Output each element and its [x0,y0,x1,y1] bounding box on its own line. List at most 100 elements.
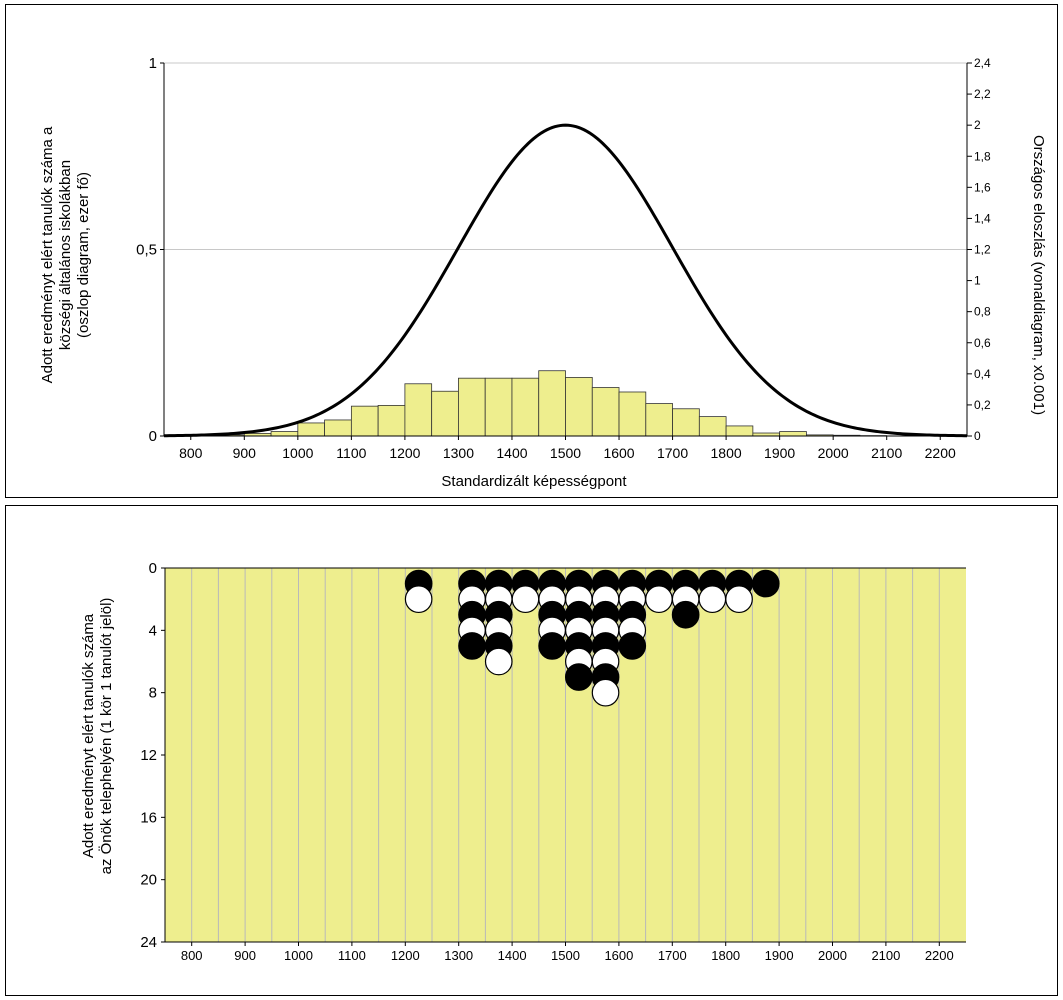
x-tick-label: 2000 [818,948,847,963]
histogram-bar [431,390,459,437]
x-tick-label: 1500 [551,948,580,963]
x-tick-label: 1500 [550,445,581,461]
histogram-bar [377,405,406,437]
x-tick-label: 1600 [603,445,634,461]
axes-layer: 0 4 8 12 16 20 24 800 900 1000 1100 1200 1300 1400 150… [140,560,966,963]
x-tick-label: 1300 [443,445,474,461]
x-tick-label: 1700 [658,948,687,963]
y-axis-label-line-1: Adott eredményt elért tanulók száma [80,613,97,858]
histogram-bar [297,422,326,437]
student-dot [591,678,620,707]
y2-tick-label: 0,6 [974,336,991,350]
y-axis-label-line-2: az Önök telephelyén (1 kör 1 tanulót jel… [97,598,115,875]
x-tick-label: 1200 [389,445,420,461]
student-dot [671,600,700,629]
x-tick-label: 900 [234,948,256,963]
y2-tick-label: 1,6 [974,180,991,194]
x-tick-label: 2100 [871,445,902,461]
student-dot [404,585,433,614]
histogram-bar [484,377,513,437]
x-tick-label: 1000 [282,445,313,461]
student-dot [618,632,647,660]
x-tick-label: 800 [181,948,203,963]
x-tick-label: 1900 [765,948,794,963]
bottom-chart-panel: 0 4 8 12 16 20 24 800 900 1000 1100 1200 1300 1400 150… [5,505,1058,996]
histogram-bar [324,419,352,437]
student-dot [538,632,566,660]
histogram-bar [350,405,379,437]
x-tick-label: 1800 [711,445,742,461]
x-tick-label: 1100 [336,445,366,461]
x-tick-label: 1100 [338,948,366,963]
y2-tick-label: 1 [974,274,981,288]
y-tick-label: 8 [149,685,157,702]
x-tick-label: 1400 [498,948,527,963]
y-axis-label-line-1: Adott eredményt elért tanulók száma a [39,126,56,383]
student-dot [751,569,780,598]
y-tick-label: 0,5 [136,242,157,259]
x-tick-label: 1900 [764,445,795,461]
y2-tick-label: 0,8 [974,305,991,319]
x-axis-label: Standardizált képességpont [441,473,627,490]
x-tick-label: 2100 [871,948,900,963]
y2-tick-label: 2,4 [974,56,991,70]
y-tick-label: 16 [140,809,157,826]
histogram-bar [270,431,299,437]
y2-tick-label: 2 [974,118,981,132]
student-dot [725,585,753,614]
y-tick-label: 0 [149,428,157,445]
x-tick-label: 1400 [496,445,527,461]
y2-tick-label: 1,8 [974,149,991,163]
y-tick-label: 12 [140,747,157,764]
student-dot [565,663,593,691]
x-tick-label: 1200 [391,948,420,963]
student-dot [511,585,540,614]
y2-tick-label: 1,2 [974,243,991,257]
histogram-bar [538,370,566,437]
histogram-bar [698,416,727,437]
grid-lines [191,568,940,942]
y2-tick-label: 0,4 [974,367,991,381]
histogram-bar [565,377,593,437]
x-tick-label: 2200 [925,445,956,461]
histogram-bar [645,403,673,437]
y2-axis-label: Országos eloszlás (vonaldiagram, x0.001) [1030,135,1047,415]
bars-layer [217,370,888,437]
histogram-bar [672,408,700,437]
top-chart-panel: 0 0,5 1 0 0,2 0,4 0,6 0,8 1 1,2 1,4 1,6 1,8 2 2,2 2,4 80… [5,4,1058,498]
dot-chart: 0 4 8 12 16 20 24 800 900 1000 1100 1200 1300 1400 150… [80,560,966,963]
histogram-bar [458,377,486,437]
histogram-bar [779,431,807,437]
distribution-curve [163,123,968,438]
y-tick-label: 4 [149,622,157,639]
axes-layer: 0 0,5 1 0 0,2 0,4 0,6 0,8 1 1,2 1,4 1,6 1,8 2 2,2 2,4 80… [136,55,991,461]
curve-layer [163,123,968,438]
x-tick-label: 2000 [818,445,849,461]
y-axis-label-line-3: (oszlop diagram, ezer fő) [75,172,92,338]
y-tick-label: 20 [140,872,157,889]
x-tick-label: 1300 [444,948,473,963]
x-tick-label: 1000 [284,948,313,963]
y2-tick-label: 1,4 [974,211,991,225]
y-tick-label: 24 [140,934,157,951]
student-dot [458,632,486,660]
x-tick-label: 2200 [925,948,954,963]
dots-layer [404,569,780,707]
histogram-bar [404,383,433,437]
histogram-bar [591,387,620,437]
histogram-bar [618,391,647,437]
student-dot [698,585,727,614]
y2-tick-label: 0,2 [974,398,991,412]
x-tick-label: 1700 [657,445,688,461]
histogram-bar [511,377,540,437]
histogram-chart: 0 0,5 1 0 0,2 0,4 0,6 0,8 1 1,2 1,4 1,6 1,8 2 2,2 2,4 80… [39,55,1047,490]
x-tick-label: 900 [233,445,257,461]
y2-tick-label: 2,2 [974,87,991,101]
y2-tick-label: 0 [974,429,981,443]
x-tick-label: 800 [179,445,203,461]
y-tick-label: 0 [149,560,157,577]
student-dot [645,585,673,614]
y-tick-label: 1 [149,55,157,72]
x-tick-label: 1800 [711,948,740,963]
histogram-bar [725,425,754,437]
